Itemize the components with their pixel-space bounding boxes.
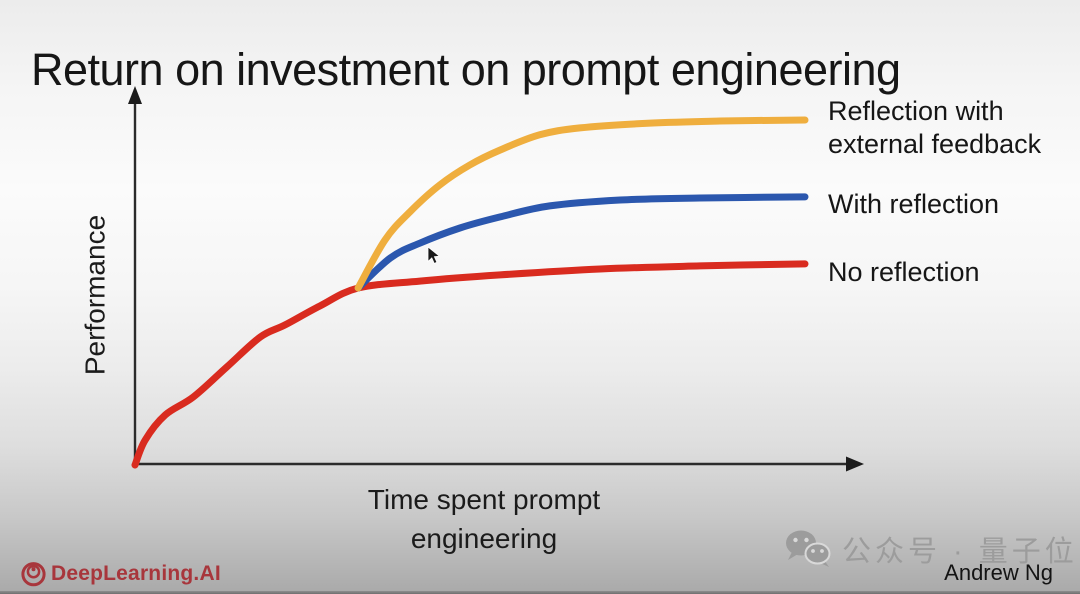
author-name: Andrew Ng [944,560,1053,585]
curve-reflection-external-feedback [354,116,809,292]
deeplearning-ai-logo: DeepLearning.AI [20,560,221,587]
curve-no-reflection [131,260,809,469]
x-axis-arrowhead-icon [846,456,864,472]
watermark-text: 公众号 · 量子位 [842,536,1078,568]
legend-line2: external feedback [828,129,1042,159]
slide-title: Return on investment on prompt engineeri… [31,44,901,96]
wechat-icon [786,530,831,567]
legend-with-reflection: With reflection [828,189,1000,219]
mouse-cursor-icon [427,246,441,265]
x-axis-label-line1: Time spent prompt [367,484,601,515]
y-axis-arrowhead-icon [128,86,142,104]
wechat-watermark: 公众号 · 量子位 [784,528,1078,570]
bottom-edge-divider [0,591,1080,594]
y-axis-label: Performance [79,214,111,376]
deeplearning-ai-ripple-icon [21,562,46,587]
x-axis-label-line2: engineering [410,523,558,554]
legend-no-reflection: No reflection [828,257,980,287]
curve-with-reflection [354,193,809,292]
x-axis-label: Time spent prompt engineering [334,480,634,558]
legend-reflection-external-feedback: Reflection with external feedback [828,95,1041,161]
deeplearning-ai-wordmark: DeepLearning.AI [51,561,221,585]
legend-line1: Reflection with [828,96,1004,126]
